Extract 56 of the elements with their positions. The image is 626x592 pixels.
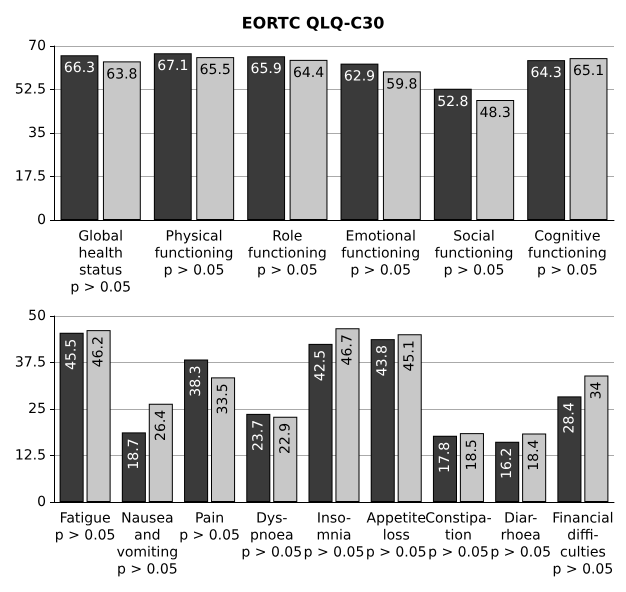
data-label: 28.4 <box>561 402 578 434</box>
data-label: 16.2 <box>499 448 516 479</box>
data-label: 62.9 <box>344 68 376 85</box>
data-label: 66.3 <box>64 60 96 76</box>
data-label: 65.5 <box>200 62 231 78</box>
y-tick-label: 37.5 <box>14 354 46 370</box>
data-label: 38.3 <box>188 366 204 397</box>
data-label: 59.8 <box>386 76 418 92</box>
data-label: 64.3 <box>530 65 562 82</box>
x-tick-label: Physical functioning p > 0.05 <box>154 228 234 278</box>
data-label: 26.4 <box>152 410 169 441</box>
data-label: 45.1 <box>402 340 418 372</box>
x-tick-label: Financial diffi- culties p > 0.05 <box>552 510 614 578</box>
y-tick-label: 70 <box>28 38 46 54</box>
data-label: 22.9 <box>277 422 294 454</box>
data-label: 45.5 <box>64 338 80 370</box>
y-tick-label: 25 <box>28 401 46 417</box>
x-tick-label: Role functioning p > 0.05 <box>248 228 327 278</box>
y-tick-label: 17.5 <box>14 168 46 184</box>
y-tick-label: 0 <box>37 494 46 510</box>
x-tick-label: Global health status p > 0.05 <box>70 228 132 296</box>
data-label: 46.7 <box>339 334 356 366</box>
data-label: 23.7 <box>250 420 266 452</box>
x-tick-label: Diar- rhoea p > 0.05 <box>490 510 552 560</box>
x-tick-label: Pain p > 0.05 <box>179 510 240 544</box>
data-label: 18.4 <box>526 439 542 471</box>
x-tick-label: Emotional functioning p > 0.05 <box>341 228 420 278</box>
data-label: 52.8 <box>437 94 468 110</box>
y-tick-label: 12.5 <box>14 448 46 464</box>
data-label: 33.5 <box>215 383 232 415</box>
chart-title: EORTC QLQ-C30 <box>242 14 384 32</box>
data-label: 67.1 <box>157 58 188 74</box>
x-tick-label: Inso- mnia p > 0.05 <box>304 510 364 560</box>
data-label: 43.8 <box>374 345 391 376</box>
data-label: 46.2 <box>90 336 107 368</box>
y-tick-label: 35 <box>28 125 46 141</box>
y-tick-label: 0 <box>37 212 46 228</box>
x-tick-label: Fatigue p > 0.05 <box>54 510 116 544</box>
x-tick-label: Cognitive functioning p > 0.05 <box>528 228 607 278</box>
data-label: 63.8 <box>106 66 138 82</box>
data-label: 48.3 <box>480 104 511 121</box>
data-label: 64.4 <box>292 64 324 81</box>
x-tick-label: Nausea and vomiting p > 0.05 <box>116 510 178 578</box>
x-tick-label: Dys- pnoea p > 0.05 <box>241 510 302 560</box>
data-label: 18.5 <box>464 439 480 470</box>
x-tick-label: Appetite loss p > 0.05 <box>366 510 427 560</box>
data-label: 65.9 <box>250 61 282 78</box>
data-label: 18.7 <box>126 438 142 470</box>
x-tick-label: Social functioning p > 0.05 <box>434 228 514 278</box>
data-label: 34 <box>588 381 604 400</box>
x-tick-label: Constipa- tion p > 0.05 <box>425 510 492 560</box>
data-label: 17.8 <box>436 442 453 473</box>
y-tick-label: 52.5 <box>14 82 46 98</box>
data-label: 65.1 <box>572 63 604 80</box>
data-label: 42.5 <box>312 350 329 382</box>
y-tick-label: 50 <box>28 308 46 324</box>
